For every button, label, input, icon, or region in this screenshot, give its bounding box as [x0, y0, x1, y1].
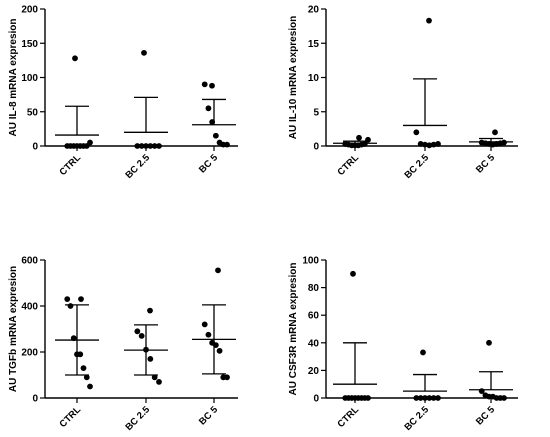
data-point: [417, 395, 424, 401]
y-tick-label: 0: [32, 394, 38, 405]
data-point: [201, 81, 208, 88]
y-tick-label: 60: [308, 311, 320, 322]
category-label: CTRL: [335, 404, 361, 430]
data-point: [365, 136, 371, 143]
data-point: [205, 105, 212, 112]
category-label: CTRL: [335, 152, 361, 178]
data-point: [141, 49, 147, 56]
data-point: [134, 328, 141, 335]
data-point: [422, 141, 428, 148]
y-axis-label: AU IL-8 mRNA expresion: [8, 19, 19, 137]
data-point: [417, 141, 424, 147]
data-point: [430, 395, 437, 401]
y-tick-label: 600: [21, 256, 38, 267]
data-point: [147, 356, 154, 362]
y-axis-label: AU TGFb mRNA expresion: [8, 266, 19, 392]
data-point: [134, 143, 141, 149]
data-point: [78, 296, 84, 302]
data-point: [138, 333, 145, 339]
data-point: [138, 143, 145, 149]
category-label: BC 2.5: [402, 152, 431, 181]
chart-panel-2: 0 5 10 15 20 AU IL-10 mRNA expresion CTRL BC 2.…: [288, 5, 518, 181]
data-point: [420, 349, 426, 356]
category-label: BC 5: [474, 152, 498, 176]
y-tick-label: 40: [308, 338, 320, 349]
data-point: [209, 82, 215, 89]
data-point: [156, 143, 162, 149]
data-point: [156, 379, 162, 385]
data-point: [72, 55, 78, 62]
data-point: [426, 142, 433, 149]
data-point: [151, 374, 158, 381]
y-tick-label: 80: [308, 283, 320, 294]
data-point: [486, 339, 492, 346]
y-axis-label: AU CSF3R mRNA expresion: [288, 263, 299, 396]
y-tick-label: 200: [21, 5, 38, 16]
data-point: [224, 141, 230, 148]
data-point: [365, 395, 371, 401]
data-point: [356, 134, 362, 141]
data-point: [430, 141, 437, 148]
y-tick-label: 15: [308, 39, 320, 50]
y-tick-label: 100: [302, 256, 319, 267]
category-label: BC 5: [474, 404, 498, 428]
data-point: [147, 307, 153, 314]
data-point: [212, 132, 219, 139]
y-tick-label: 400: [21, 302, 38, 313]
data-point: [426, 17, 432, 24]
y-tick-label: 20: [308, 5, 320, 16]
data-point: [87, 383, 93, 390]
y-tick-label: 0: [313, 394, 319, 405]
data-point: [492, 129, 498, 136]
data-point: [201, 321, 208, 328]
data-point: [413, 129, 420, 136]
data-point: [422, 395, 428, 401]
data-point: [64, 296, 71, 302]
y-tick-label: 100: [21, 73, 38, 84]
data-point: [67, 303, 74, 309]
category-label: BC 5: [197, 152, 221, 176]
data-point: [361, 141, 368, 147]
data-point: [143, 143, 149, 149]
y-tick-label: 0: [313, 142, 319, 153]
y-axis-label: AU IL-10 mRNA expresion: [288, 16, 299, 140]
data-point: [151, 143, 158, 149]
category-label: CTRL: [57, 152, 83, 178]
data-point: [435, 395, 441, 401]
y-tick-label: 150: [21, 39, 38, 50]
data-point: [501, 395, 507, 401]
category-label: BC 2.5: [123, 404, 152, 433]
y-tick-label: 20: [308, 366, 320, 377]
category-label: BC 2.5: [123, 152, 152, 181]
y-tick-label: 0: [32, 142, 38, 153]
y-tick-label: 10: [308, 73, 320, 84]
data-point: [413, 395, 420, 401]
data-point: [224, 374, 230, 381]
data-point: [77, 351, 84, 358]
data-point: [80, 365, 87, 371]
y-tick-label: 200: [21, 348, 38, 359]
category-label: CTRL: [57, 404, 83, 430]
category-label: BC 5: [197, 404, 221, 428]
data-point: [147, 143, 154, 149]
data-point: [350, 270, 356, 277]
category-label: BC 2.5: [402, 404, 431, 433]
data-point: [426, 395, 433, 401]
data-point: [435, 141, 441, 147]
data-point: [215, 267, 221, 274]
data-point: [87, 139, 93, 146]
data-point: [83, 374, 90, 381]
y-tick-label: 5: [313, 107, 319, 118]
data-point: [216, 347, 223, 354]
y-tick-label: 50: [27, 107, 39, 118]
data-point: [205, 331, 212, 338]
data-point: [501, 139, 507, 146]
